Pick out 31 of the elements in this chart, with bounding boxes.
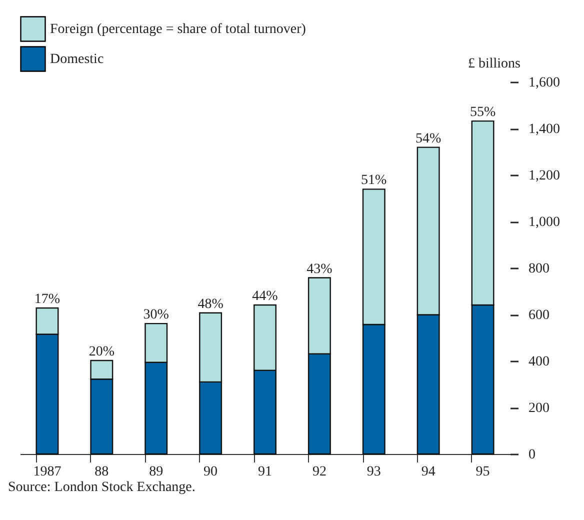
x-tick-label: 89 <box>149 464 164 480</box>
annotation: 43% <box>306 262 333 277</box>
y-tick-label: 1,600 <box>528 76 560 90</box>
annotation: 44% <box>252 288 278 304</box>
x-tick-label: 90 <box>204 464 218 480</box>
y-axis-title: £ billions <box>468 56 520 72</box>
annotation: 54% <box>415 131 442 146</box>
annotation: 51% <box>361 173 388 188</box>
x-tick-label: 94 <box>421 464 436 480</box>
y-tick-label: 1,400 <box>528 122 560 137</box>
x-tick-label: 91 <box>258 464 272 480</box>
source-note: Source: London Stock Exchange. <box>8 480 196 496</box>
annotation: 30% <box>143 308 170 323</box>
x-tick-label: 93 <box>366 464 381 480</box>
y-tick-label: 1,200 <box>528 168 560 184</box>
y-tick-label: 1,000 <box>528 215 560 230</box>
y-tick-label: 400 <box>528 354 550 370</box>
annotation: 55% <box>470 105 496 120</box>
annotation: 17% <box>34 292 60 307</box>
y-tick-label: 800 <box>528 262 550 276</box>
x-tick-label: 1987 <box>33 464 62 480</box>
x-tick-label: 92 <box>312 464 326 480</box>
legend-label: Domestic <box>50 52 104 67</box>
x-tick-label: 88 <box>94 464 109 480</box>
y-tick-label: 200 <box>528 401 550 416</box>
y-tick-label: 0 <box>528 448 536 462</box>
y-tick-label: 600 <box>528 308 550 323</box>
legend-label: Foreign (percentage = share of total turnover) <box>50 22 306 37</box>
annotation: 20% <box>88 344 115 360</box>
annotation: 48% <box>198 296 224 312</box>
x-tick-label: 95 <box>476 464 490 480</box>
